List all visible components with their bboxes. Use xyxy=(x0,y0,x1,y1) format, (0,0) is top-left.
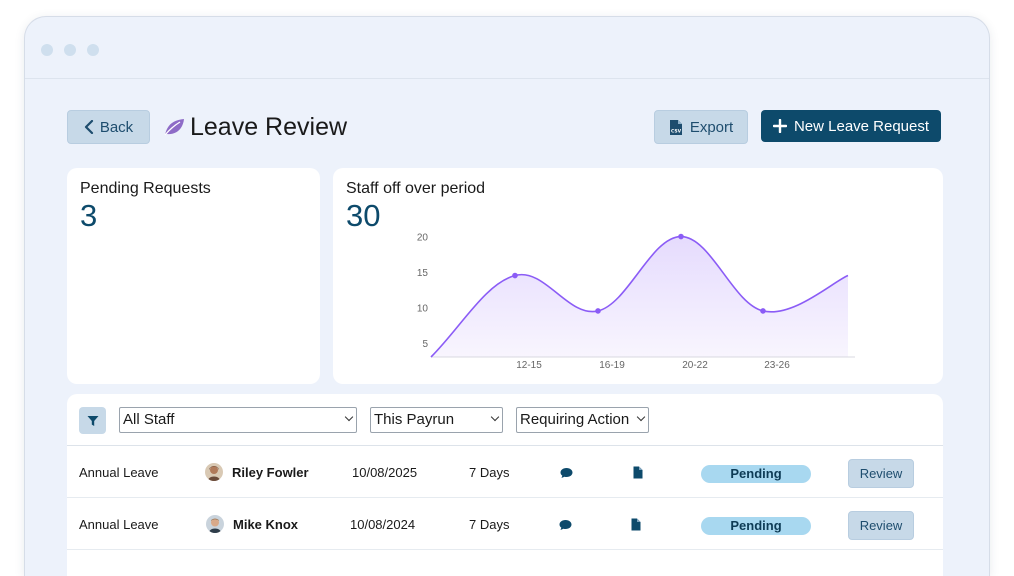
staff-off-card: Staff off over period 30 5 10 15 20 12-15 16-… xyxy=(333,168,943,384)
window-titlebar xyxy=(25,17,989,79)
new-leave-request-button[interactable]: New Leave Request xyxy=(761,110,941,142)
chevron-left-icon xyxy=(84,120,93,134)
table-row[interactable]: Annual Leave Mike Knox 10/08/2024 7 Days… xyxy=(67,498,943,550)
pending-requests-card: Pending Requests 3 xyxy=(67,168,320,384)
action-filter-value: Requiring Action xyxy=(520,411,630,428)
staff-off-title: Staff off over period xyxy=(346,180,486,197)
app-window: Back Leave Review CSV Export New Leave R… xyxy=(24,16,990,576)
chart-point-12-15[interactable] xyxy=(512,272,518,279)
page-header: Back Leave Review CSV Export New Leave R… xyxy=(67,110,941,144)
y-tick-label: 20 xyxy=(417,233,429,244)
chart-series-line xyxy=(430,235,849,358)
plus-icon xyxy=(772,119,787,133)
leave-table-panel: All Staff This Payrun Requiring Action A… xyxy=(67,394,943,576)
period-filter-select[interactable]: This Payrun xyxy=(370,407,503,433)
svg-text:CSV: CSV xyxy=(671,128,682,134)
staff-off-count: 30 xyxy=(346,198,381,233)
leave-date: 10/08/2024 xyxy=(350,517,416,532)
comment-icon[interactable] xyxy=(560,467,573,479)
avatar xyxy=(206,515,224,533)
window-dot-1[interactable] xyxy=(41,44,53,56)
chart-area xyxy=(431,236,848,357)
new-request-label: New Leave Request xyxy=(793,117,930,135)
window-dot-2[interactable] xyxy=(64,44,76,56)
review-button[interactable]: Review xyxy=(848,511,914,540)
filter-funnel-icon xyxy=(87,415,98,426)
row-divider xyxy=(67,497,943,498)
window-dot-3[interactable] xyxy=(87,44,99,56)
status-badge: Pending xyxy=(701,517,811,535)
leave-duration: 7 Days xyxy=(469,465,510,480)
chart-point-20-22[interactable] xyxy=(678,233,684,240)
export-label: Export xyxy=(689,118,734,136)
review-button[interactable]: Review xyxy=(848,459,914,488)
y-tick-label: 5 xyxy=(422,339,428,350)
leave-duration: 7 Days xyxy=(469,517,510,532)
period-filter-value: This Payrun xyxy=(374,411,455,428)
leave-date: 10/08/2025 xyxy=(352,465,418,480)
csv-file-icon: CSV xyxy=(669,119,682,135)
x-tick-label: 12-15 xyxy=(516,360,542,371)
chevron-down-icon xyxy=(636,412,646,422)
action-filter-select[interactable]: Requiring Action xyxy=(516,407,649,433)
x-tick-label: 16-19 xyxy=(599,360,625,371)
row-divider xyxy=(67,549,943,550)
document-icon[interactable] xyxy=(631,518,641,531)
filter-button[interactable] xyxy=(79,407,106,434)
leaf-icon xyxy=(164,119,184,136)
chevron-down-icon xyxy=(490,412,500,422)
y-tick-label: 15 xyxy=(417,268,429,279)
document-icon[interactable] xyxy=(633,466,643,479)
filter-divider xyxy=(67,445,943,446)
status-badge: Pending xyxy=(701,465,811,483)
comment-icon[interactable] xyxy=(559,519,572,531)
staff-filter-select[interactable]: All Staff xyxy=(119,407,357,433)
staff-filter-value: All Staff xyxy=(123,411,175,428)
leave-type: Annual Leave xyxy=(79,517,159,532)
chevron-down-icon xyxy=(344,412,354,422)
x-tick-label: 20-22 xyxy=(682,360,708,371)
page-title: Leave Review xyxy=(190,113,348,141)
y-tick-label: 10 xyxy=(417,303,429,314)
staff-off-chart: 5 10 15 20 12-15 16-19 20-22 23-26 xyxy=(417,233,855,371)
staff-name: Mike Knox xyxy=(233,517,299,532)
chart-point-16-19[interactable] xyxy=(595,308,601,314)
x-tick-label: 23-26 xyxy=(764,360,790,371)
staff-name: Riley Fowler xyxy=(232,465,309,480)
pending-requests-count: 3 xyxy=(80,198,98,233)
leave-type: Annual Leave xyxy=(79,465,159,480)
avatar xyxy=(205,463,223,481)
export-button[interactable]: CSV Export xyxy=(654,110,748,144)
chart-point-23-26[interactable] xyxy=(760,308,766,314)
back-label: Back xyxy=(99,118,134,136)
table-row[interactable]: Annual Leave Riley Fowler 10/08/2025 7 D… xyxy=(67,446,943,498)
pending-requests-title: Pending Requests xyxy=(80,180,211,197)
back-button[interactable]: Back xyxy=(67,110,150,144)
